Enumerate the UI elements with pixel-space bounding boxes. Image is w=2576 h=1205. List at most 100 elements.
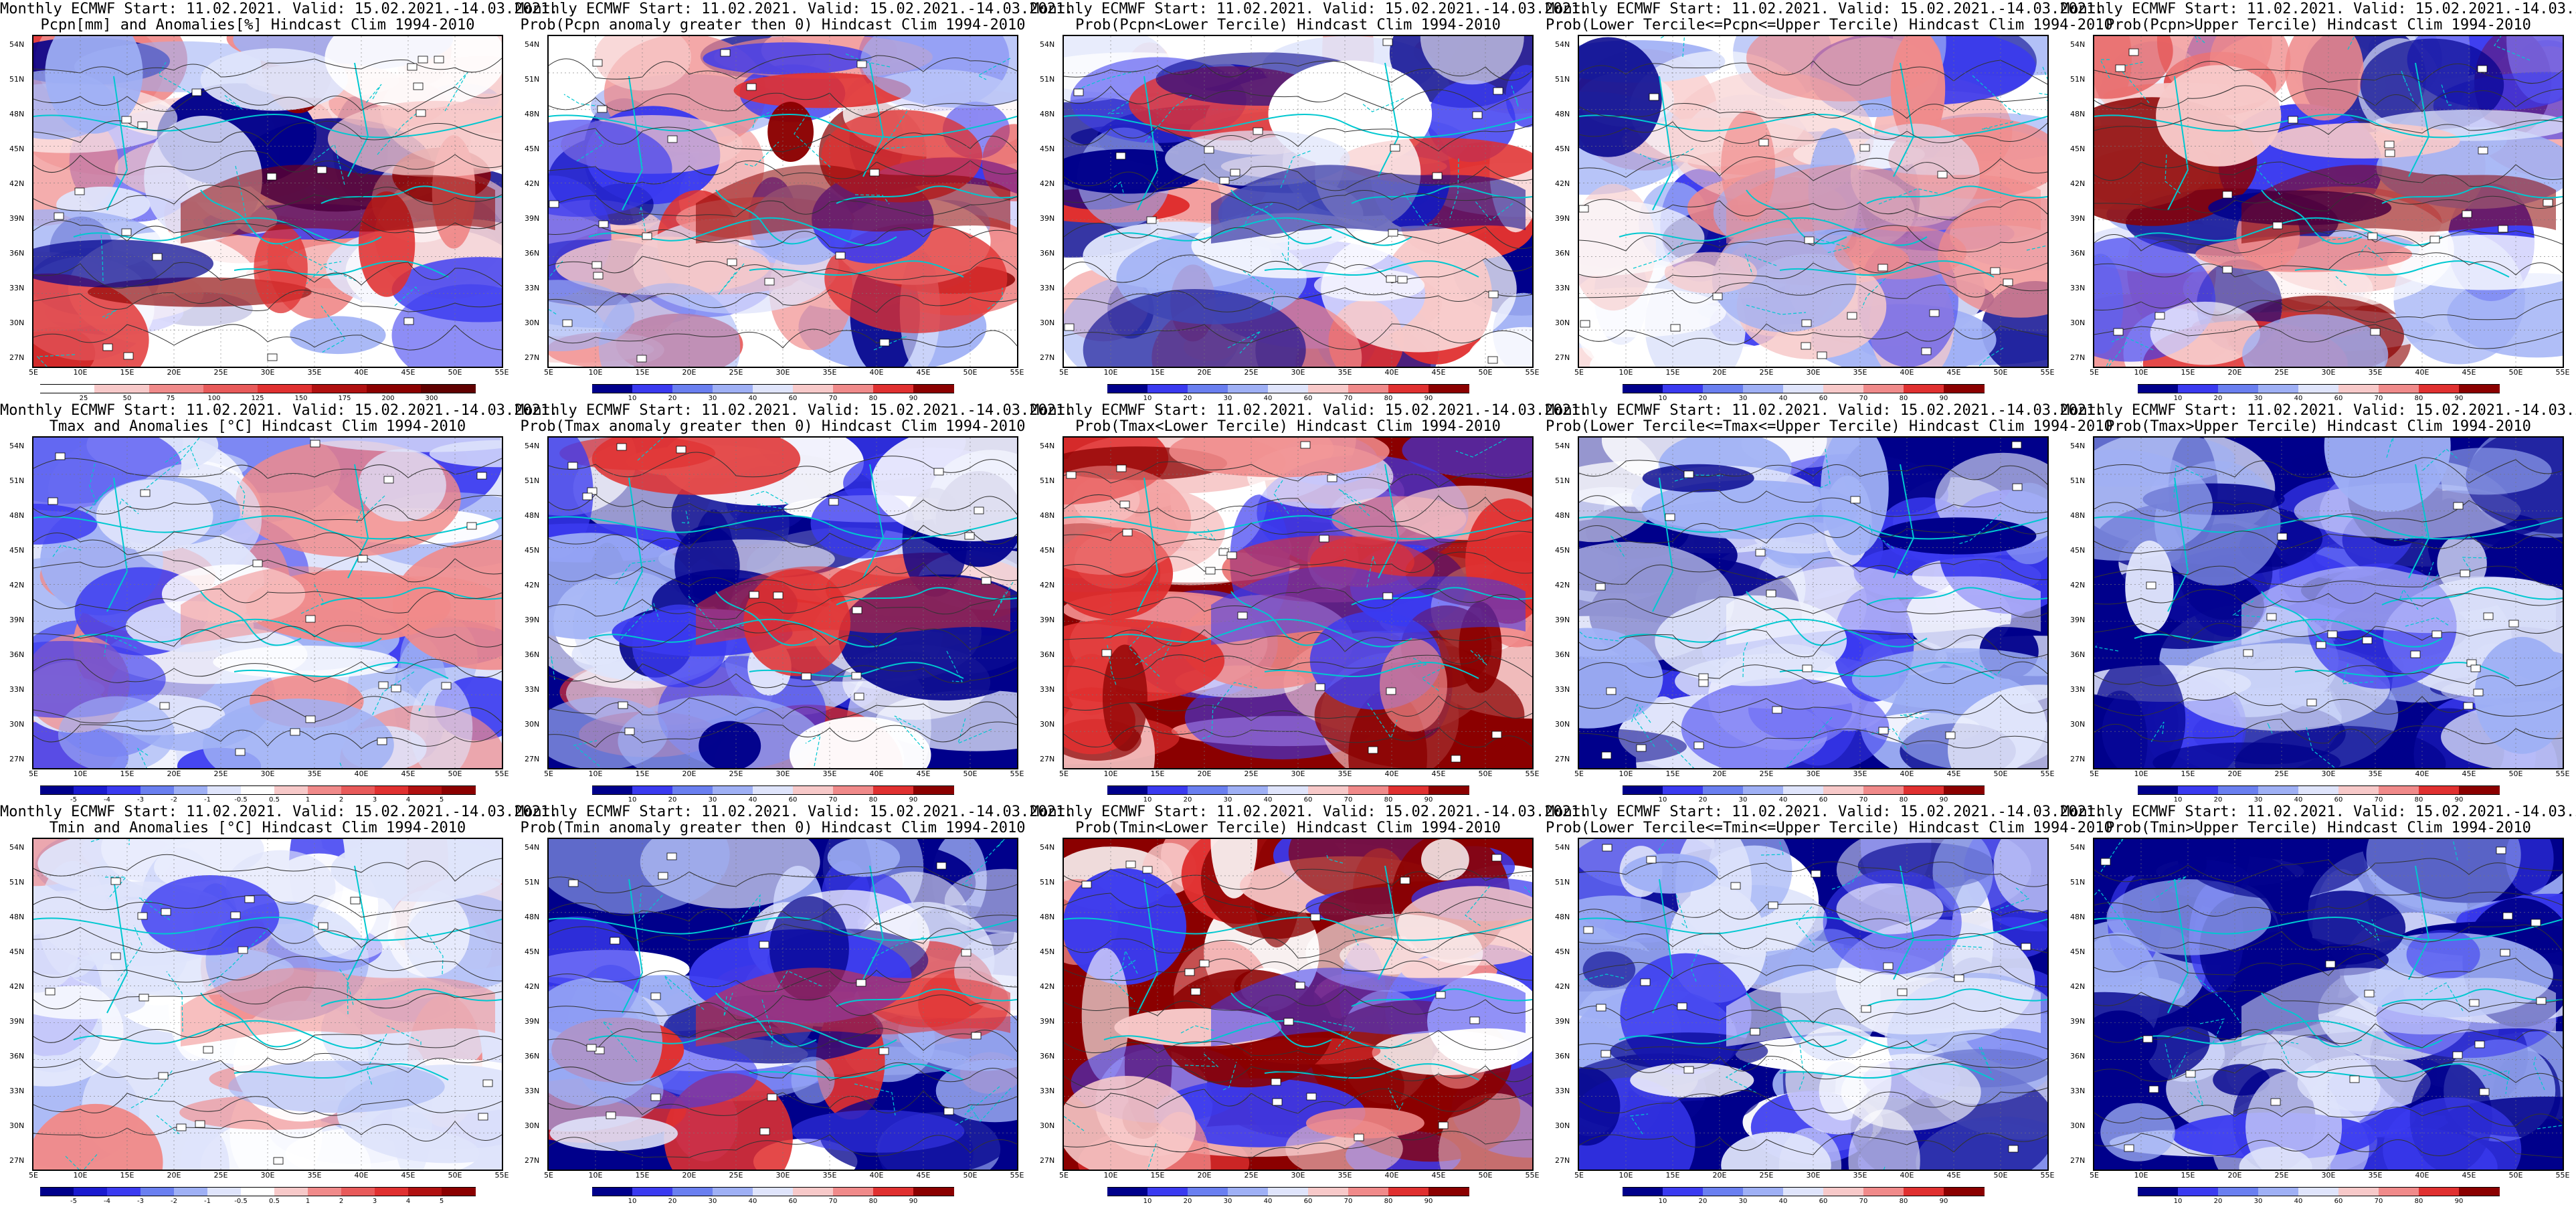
colorbar-segment [2138, 785, 2179, 795]
longitude-label: 5E [544, 1171, 553, 1180]
latitude-label: 39N [9, 616, 25, 624]
longitude-label: 25E [1759, 368, 1774, 377]
longitude-label: 30E [1806, 1171, 1821, 1180]
longitude-label: 30E [1806, 368, 1821, 377]
latitude-label: 36N [1040, 650, 1055, 659]
panel-subtitle: Prob(Lower Tercile<=Pcpn<=Upper Tercile)… [1546, 17, 2113, 33]
longitude-label: 55E [2040, 368, 2055, 377]
colorbar-tick-label: -3 [137, 1198, 144, 1205]
longitude-label: 30E [1806, 769, 1821, 778]
longitude-label: 10E [73, 769, 88, 778]
longitude-label: 35E [1853, 769, 1867, 778]
latitude-label: 27N [525, 353, 540, 362]
longitude-label: 35E [307, 368, 322, 377]
latitude-label: 48N [1555, 110, 1570, 118]
panel-title: Monthly ECMWF Start: 11.02.2021. Valid: … [515, 804, 1074, 820]
panel-title: Monthly ECMWF Start: 11.02.2021. Valid: … [1546, 402, 2104, 419]
colorbar-segment [2419, 384, 2460, 393]
latitude-label: 54N [9, 442, 25, 450]
colorbar-tick-label: 10 [1143, 796, 1152, 804]
longitude-label: 25E [2274, 1171, 2289, 1180]
panel-title: Monthly ECMWF Start: 11.02.2021. Valid: … [1030, 804, 1589, 820]
longitude-label: 10E [588, 1171, 603, 1180]
colorbar-tick-label: 40 [1778, 395, 1788, 402]
latitude-label: 39N [525, 1017, 540, 1026]
longitude-label: 5E [1059, 769, 1069, 778]
colorbar-tick-label: 75 [166, 395, 175, 402]
colorbar-segment [1904, 1187, 1944, 1196]
colorbar-segment [1188, 384, 1228, 393]
colorbar: 10 20 30 40 60 70 80 90 [592, 1187, 954, 1205]
colorbar-segment [1429, 1187, 1469, 1196]
colorbar-segment [1944, 384, 1985, 393]
latitude-label: 54N [1555, 442, 1570, 450]
colorbar-segment [40, 785, 74, 795]
colorbar-segment [2338, 1187, 2379, 1196]
colorbar-tick-label: 0.5 [269, 1198, 280, 1205]
latitude-label: 42N [9, 982, 25, 991]
map-area [1063, 436, 1534, 769]
latitude-label: 48N [9, 110, 25, 118]
colorbar-tick-label: 20 [2213, 1198, 2223, 1205]
colorbar-segment [1388, 1187, 1429, 1196]
colorbar-segment [713, 785, 753, 795]
latitude-label: 33N [1040, 685, 1055, 694]
colorbar-tick-label: 60 [788, 395, 798, 402]
map-panel-p-prec-mid: Monthly ECMWF Start: 11.02.2021. Valid: … [1546, 0, 2113, 403]
colorbar-segment [2379, 384, 2419, 393]
longitude-label: 25E [1244, 1171, 1259, 1180]
longitude-label: 45E [2462, 769, 2476, 778]
colorbar-segment [1228, 785, 1269, 795]
longitude-label: 55E [2040, 769, 2055, 778]
colorbar-tick-label: 90 [2454, 1198, 2464, 1205]
colorbar-segment [1348, 1187, 1389, 1196]
colorbar-segment [2258, 1187, 2299, 1196]
colorbar: 10 20 30 40 60 70 80 90 [592, 384, 954, 402]
colorbar-segment [1188, 785, 1228, 795]
colorbar-segment [2338, 785, 2379, 795]
colorbar: 10 20 30 40 60 70 80 90 [1623, 785, 1985, 804]
colorbar: 10 20 30 40 60 70 80 90 [2138, 785, 2500, 804]
panel-subtitle: Prob(Tmax>Upper Tercile) Hindcast Clim 1… [2106, 418, 2531, 435]
colorbar-tick-label: 125 [251, 395, 264, 402]
latitude-label: 54N [1555, 40, 1570, 49]
latitude-label: 51N [1040, 75, 1055, 84]
latitude-label: 42N [1040, 581, 1055, 589]
latitude-label: 39N [9, 1017, 25, 1026]
colorbar-tick-label: 20 [668, 395, 677, 402]
longitude-label: 5E [1574, 769, 1584, 778]
latitude-label: 36N [1555, 249, 1570, 258]
longitude-label: 35E [307, 769, 322, 778]
latitude-label: 27N [1040, 353, 1055, 362]
colorbar-tick-label: 20 [668, 1198, 677, 1205]
latitude-label: 54N [525, 40, 540, 49]
longitude-label: 5E [29, 1171, 38, 1180]
colorbar-tick-label: 40 [748, 796, 757, 804]
colorbar-segment [592, 1187, 633, 1196]
colorbar-segment [2379, 1187, 2419, 1196]
longitude-label: 45E [401, 769, 416, 778]
colorbar-tick-label: 40 [1778, 796, 1788, 804]
longitude-label: 40E [1900, 368, 1914, 377]
latitude-label: 36N [525, 249, 540, 258]
colorbar-segment [793, 1187, 834, 1196]
longitude-label: 20E [2227, 1171, 2242, 1180]
map-area [1063, 838, 1534, 1171]
latitude-label: 45N [1040, 145, 1055, 153]
latitude-label: 48N [525, 110, 540, 118]
colorbar-segment [1783, 1187, 1824, 1196]
latitude-label: 45N [9, 145, 25, 153]
colorbar-segment [1783, 785, 1824, 795]
colorbar-segment [2218, 785, 2259, 795]
latitude-label: 48N [1040, 110, 1055, 118]
longitude-label: 30E [1291, 368, 1305, 377]
longitude-label: 25E [729, 769, 743, 778]
colorbar-segment [2298, 384, 2339, 393]
latitude-label: 36N [525, 1052, 540, 1060]
colorbar-tick-label: 10 [1143, 1198, 1152, 1205]
colorbar-tick-label: -4 [104, 1198, 110, 1205]
colorbar-segment [258, 384, 312, 393]
latitude-label: 33N [1555, 1087, 1570, 1095]
map-panel-p-prec-anom: Monthly ECMWF Start: 11.02.2021. Valid: … [0, 0, 558, 403]
longitude-label: 35E [1338, 769, 1352, 778]
